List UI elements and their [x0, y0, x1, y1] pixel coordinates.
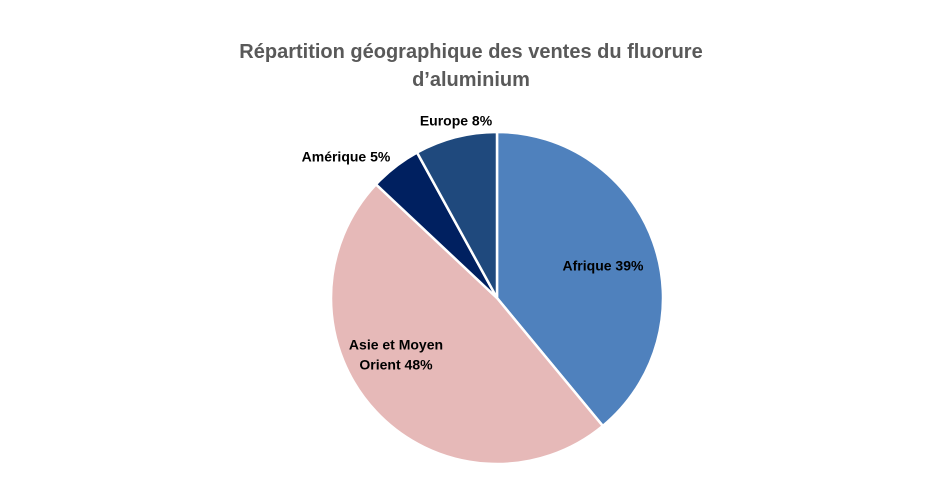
chart-title-line-1: Répartition géographique des ventes du f…: [239, 41, 703, 63]
slice-label-1: Asie et Moyen Orient 48%: [349, 337, 443, 373]
chart-title-line-2: d’aluminium: [412, 69, 530, 91]
pie-slice-1: [329, 183, 605, 466]
slice-label-line: Afrique 39%: [563, 258, 644, 274]
slice-label-line: Amérique 5%: [302, 149, 391, 165]
slice-label-line: Asie et Moyen: [349, 337, 443, 353]
pie-slice-0: [495, 130, 665, 428]
slice-label-3: Europe 8%: [420, 113, 493, 129]
slice-label-2: Amérique 5%: [302, 149, 391, 165]
slice-label-line: Europe 8%: [420, 113, 493, 129]
slice-label-0: Afrique 39%: [563, 258, 644, 274]
slice-label-line: Orient 48%: [359, 357, 433, 373]
chart-title: Répartition géographique des ventes du f…: [0, 38, 942, 94]
pie-slice-3: [415, 130, 499, 300]
